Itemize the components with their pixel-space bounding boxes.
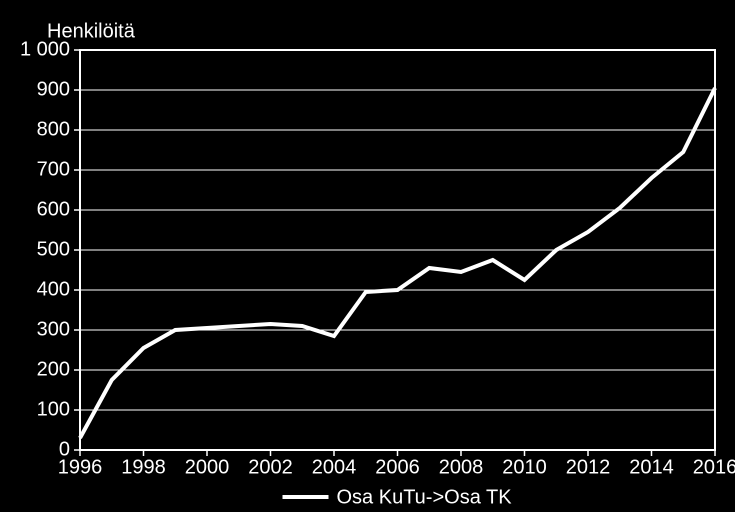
ytick-label: 200	[37, 358, 70, 380]
xtick-label: 2016	[693, 457, 735, 479]
legend-label: Osa KuTu->Osa TK	[337, 487, 513, 509]
ytick-label: 700	[37, 158, 70, 180]
xtick-label: 2008	[439, 457, 484, 479]
xtick-label: 1998	[121, 457, 166, 479]
ytick-label: 600	[37, 198, 70, 220]
xtick-label: 2002	[248, 457, 293, 479]
ytick-label: 400	[37, 278, 70, 300]
line-chart: 01002003004005006007008009001 0001996199…	[0, 0, 735, 512]
ytick-label: 900	[37, 78, 70, 100]
xtick-label: 2010	[502, 457, 547, 479]
ytick-label: 300	[37, 318, 70, 340]
xtick-label: 2006	[375, 457, 420, 479]
xtick-label: 2004	[312, 457, 357, 479]
xtick-label: 2012	[566, 457, 611, 479]
ytick-label: 800	[37, 118, 70, 140]
xtick-label: 2014	[629, 457, 674, 479]
ytick-label: 500	[37, 238, 70, 260]
ytick-label: 100	[37, 398, 70, 420]
xtick-label: 1996	[58, 457, 103, 479]
xtick-label: 2000	[185, 457, 230, 479]
y-axis-title: Henkilöitä	[47, 21, 136, 43]
chart-svg: 01002003004005006007008009001 0001996199…	[0, 0, 735, 512]
